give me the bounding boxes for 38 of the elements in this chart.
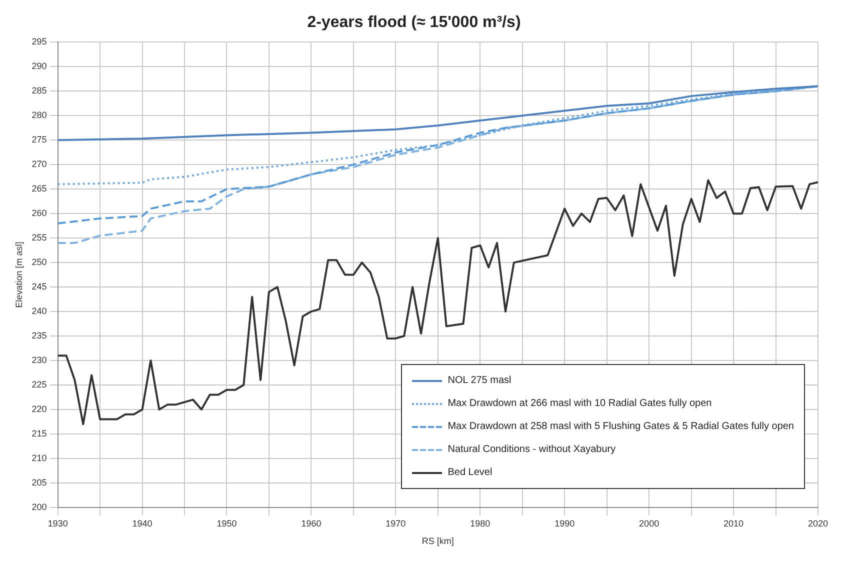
y-tick-label: 225 (32, 379, 47, 390)
y-tick-label: 200 (32, 502, 47, 512)
y-tick-label: 220 (32, 404, 47, 414)
x-tick-label: 1990 (554, 518, 575, 528)
chart-title: 2-years flood (≈ 15'000 m³/s) (307, 14, 521, 32)
y-tick-label: 280 (32, 110, 47, 120)
x-tick-label: 2000 (639, 518, 660, 528)
y-tick-label: 235 (32, 330, 47, 340)
y-tick-label: 285 (32, 86, 47, 96)
x-tick-label: 1960 (301, 518, 322, 528)
x-tick-label: 1930 (48, 518, 68, 528)
y-tick-label: 270 (32, 159, 47, 170)
y-tick-label: 230 (32, 354, 47, 365)
x-tick-label: 1950 (216, 518, 237, 528)
y-tick-label: 245 (32, 282, 47, 292)
y-tick-label: 250 (32, 257, 47, 268)
y-tick-label: 240 (32, 306, 47, 316)
y-tick-label: 215 (32, 428, 47, 438)
x-tick-label: 2020 (808, 518, 828, 528)
legend-label: NOL 275 masl (448, 375, 512, 386)
x-axis-title: RS [km] (422, 536, 454, 546)
legend-label: Natural Conditions - without Xayabury (448, 444, 616, 455)
legend-label: Bed Level (448, 467, 492, 478)
x-tick-label: 2010 (724, 518, 744, 528)
legend-label: Max Drawdown at 266 masl with 10 Radial Gates fully open (448, 398, 712, 409)
y-tick-label: 295 (32, 36, 47, 47)
x-tick-label: 1970 (386, 518, 406, 528)
y-tick-label: 275 (32, 134, 47, 145)
y-tick-label: 205 (32, 477, 47, 488)
x-tick-label: 1980 (470, 518, 490, 528)
y-tick-label: 210 (32, 452, 47, 463)
y-tick-label: 265 (32, 184, 47, 194)
y-tick-label: 255 (32, 232, 47, 243)
y-axis-title: Elevation [m asl] (14, 242, 24, 308)
y-tick-label: 260 (32, 208, 47, 218)
y-tick-label: 290 (32, 61, 47, 72)
legend-label: Max Drawdown at 258 masl with 5 Flushing Gates & 5 Radial Gates fully open (448, 421, 794, 432)
x-tick-label: 1940 (132, 518, 152, 528)
